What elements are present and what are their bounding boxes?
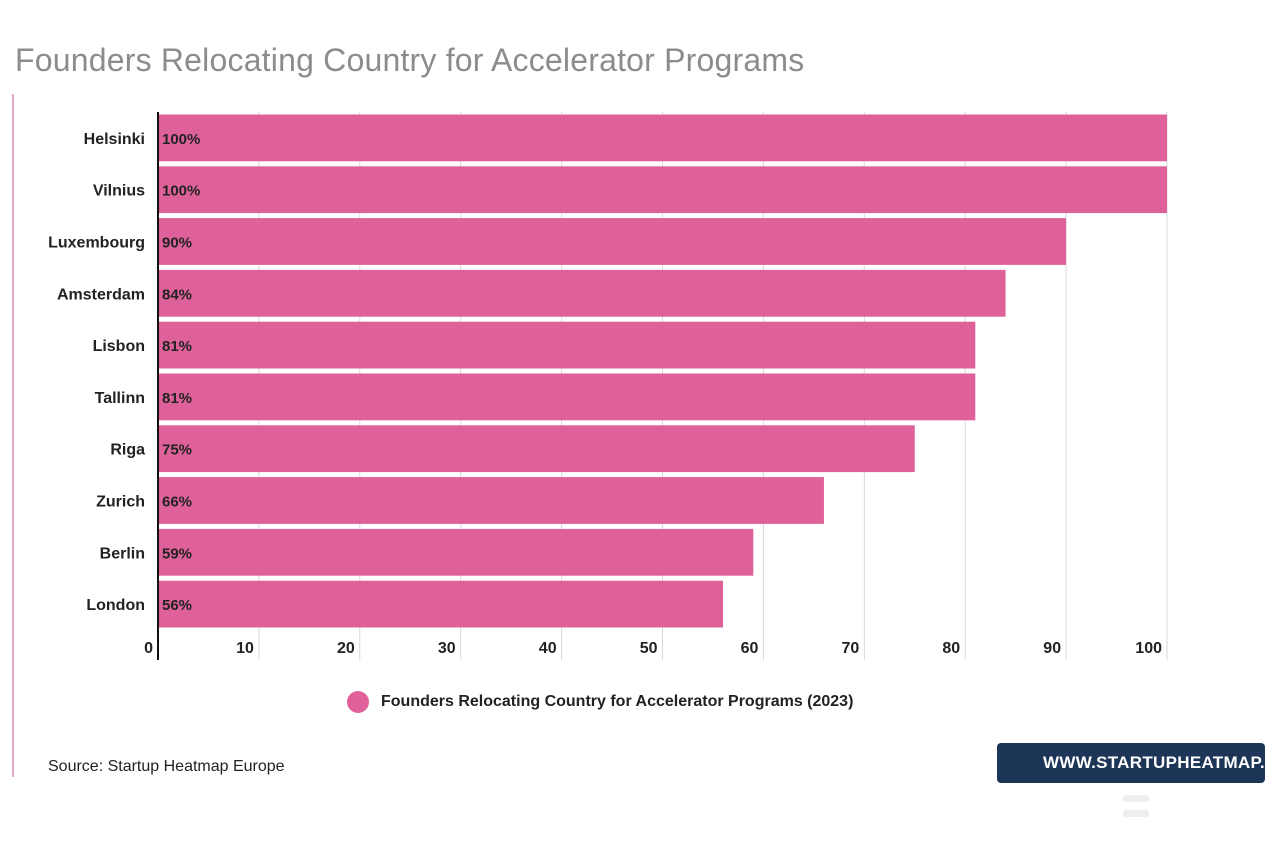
bar-value-label: 75%	[162, 442, 192, 459]
promo-link-label: WWW.STARTUPHEATMAP.EU	[1043, 753, 1272, 772]
bar-value-label: 100%	[162, 131, 200, 148]
bar-chart: Helsinki 100% Vilnius 100% Luxembourg 90% Amst…	[48, 112, 1168, 660]
bar	[158, 580, 724, 628]
source-note: Source: Startup Heatmap Europe	[48, 758, 285, 775]
category-label: Luxembourg	[48, 235, 145, 252]
category-label: Zurich	[96, 494, 145, 511]
x-tick-label: 10	[236, 640, 254, 657]
bar-value-label: 66%	[162, 494, 192, 511]
category-label: Riga	[110, 442, 145, 459]
legend-swatch	[347, 691, 369, 713]
bar	[158, 218, 1067, 265]
bar	[158, 528, 754, 576]
x-tick-label: 80	[942, 640, 960, 657]
bar-value-label: 56%	[162, 597, 192, 614]
x-tick-label: 0	[144, 640, 153, 657]
bar	[158, 321, 976, 369]
x-tick-label: 40	[539, 640, 557, 657]
bar-value-label: 90%	[162, 235, 192, 252]
category-label: London	[86, 597, 145, 614]
x-tick-label: 90	[1043, 640, 1061, 657]
bar	[158, 166, 1167, 214]
category-label: Tallinn	[95, 390, 145, 407]
legend: Founders Relocating Country for Accelera…	[347, 690, 853, 714]
bar-value-label: 100%	[162, 183, 200, 200]
x-tick-label: 50	[640, 640, 658, 657]
chart-title: Founders Relocating Country for Accelera…	[15, 42, 805, 78]
category-label: Lisbon	[93, 338, 145, 355]
x-tick-label: 20	[337, 640, 355, 657]
bar-value-label: 59%	[162, 545, 192, 562]
bar	[158, 114, 1167, 162]
x-tick-label: 60	[741, 640, 759, 657]
bar-value-label: 81%	[162, 338, 192, 355]
menu-bars-icon[interactable]	[1123, 795, 1149, 825]
bar	[158, 477, 824, 524]
bar-value-label: 81%	[162, 390, 192, 407]
bar	[158, 425, 915, 473]
bar	[158, 373, 976, 421]
x-tick-label: 30	[438, 640, 456, 657]
x-tick-label: 70	[842, 640, 860, 657]
category-label: Amsterdam	[57, 286, 145, 303]
bar-value-label: 84%	[162, 286, 192, 303]
promo-link-button[interactable]: WWW.STARTUPHEATMAP.EU	[997, 743, 1272, 783]
bar	[158, 269, 1006, 317]
accent-line	[12, 94, 14, 777]
category-label: Helsinki	[84, 131, 145, 148]
legend-label: Founders Relocating Country for Accelera…	[381, 693, 854, 710]
category-label: Berlin	[100, 545, 145, 562]
x-tick-label: 100	[1135, 640, 1162, 657]
category-label: Vilnius	[93, 183, 145, 200]
